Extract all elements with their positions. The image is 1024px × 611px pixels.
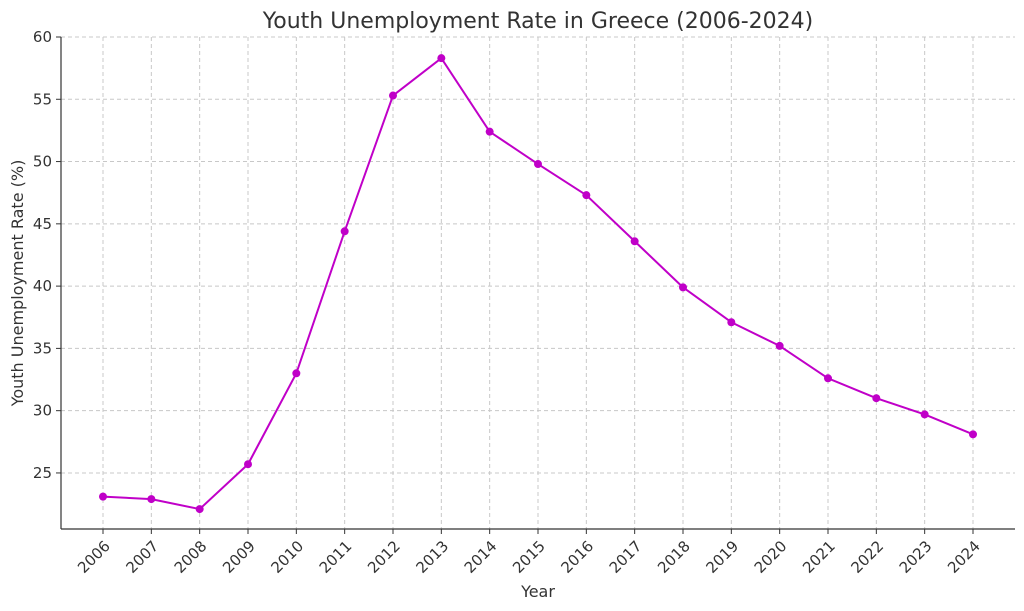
x-tick-label: 2010 — [267, 537, 307, 577]
y-axis-label: Youth Unemployment Rate (%) — [8, 160, 27, 408]
data-point — [872, 394, 881, 403]
x-tick-label: 2021 — [799, 537, 839, 577]
x-axis-ticks: 2006 2007 2008 2009 2010 2011 2012 2013 2014 2015… — [74, 529, 984, 577]
data-point — [679, 283, 687, 292]
data-point — [727, 318, 736, 327]
x-tick-label: 2011 — [316, 537, 356, 577]
data-point — [630, 237, 639, 246]
data-series — [99, 54, 977, 514]
x-tick-label: 2014 — [461, 537, 501, 577]
x-tick-label: 2024 — [944, 537, 984, 577]
y-axis-ticks: 25 30 35 40 45 50 55 60 — [33, 28, 61, 482]
y-tick-label: 25 — [33, 464, 52, 482]
x-tick-label: 2008 — [171, 537, 211, 577]
x-axis-label: Year — [520, 582, 555, 601]
y-tick-label: 35 — [33, 339, 52, 357]
data-point — [292, 369, 301, 378]
data-point — [582, 191, 591, 200]
x-tick-label: 2013 — [412, 537, 452, 577]
data-point — [920, 410, 929, 419]
x-tick-label: 2019 — [702, 537, 742, 577]
data-point — [437, 54, 446, 63]
y-tick-label: 45 — [33, 215, 52, 233]
data-point — [195, 505, 204, 514]
y-tick-label: 40 — [33, 277, 52, 295]
data-point — [389, 91, 397, 100]
y-tick-label: 60 — [33, 28, 52, 46]
x-tick-label: 2009 — [219, 537, 259, 577]
x-tick-label: 2022 — [847, 537, 887, 577]
data-point — [775, 341, 784, 350]
grid — [61, 36, 1015, 529]
data-point — [244, 460, 252, 469]
x-tick-label: 2018 — [654, 537, 694, 577]
x-tick-label: 2020 — [751, 537, 791, 577]
data-point — [969, 430, 977, 439]
data-point — [824, 374, 832, 383]
x-tick-label: 2007 — [122, 537, 162, 577]
data-point — [485, 127, 494, 136]
data-point — [534, 160, 542, 169]
data-point — [99, 492, 107, 501]
x-tick-label: 2006 — [74, 537, 114, 577]
data-point — [340, 227, 349, 236]
chart-title: Youth Unemployment Rate in Greece (2006-… — [262, 9, 813, 34]
data-point — [147, 495, 156, 504]
x-tick-label: 2017 — [606, 537, 646, 577]
x-tick-label: 2023 — [896, 537, 936, 577]
y-tick-label: 55 — [33, 90, 52, 108]
y-tick-label: 50 — [33, 153, 52, 171]
x-tick-label: 2015 — [509, 537, 549, 577]
x-tick-label: 2016 — [557, 537, 597, 577]
y-tick-label: 30 — [33, 402, 52, 420]
x-tick-label: 2012 — [364, 537, 404, 577]
